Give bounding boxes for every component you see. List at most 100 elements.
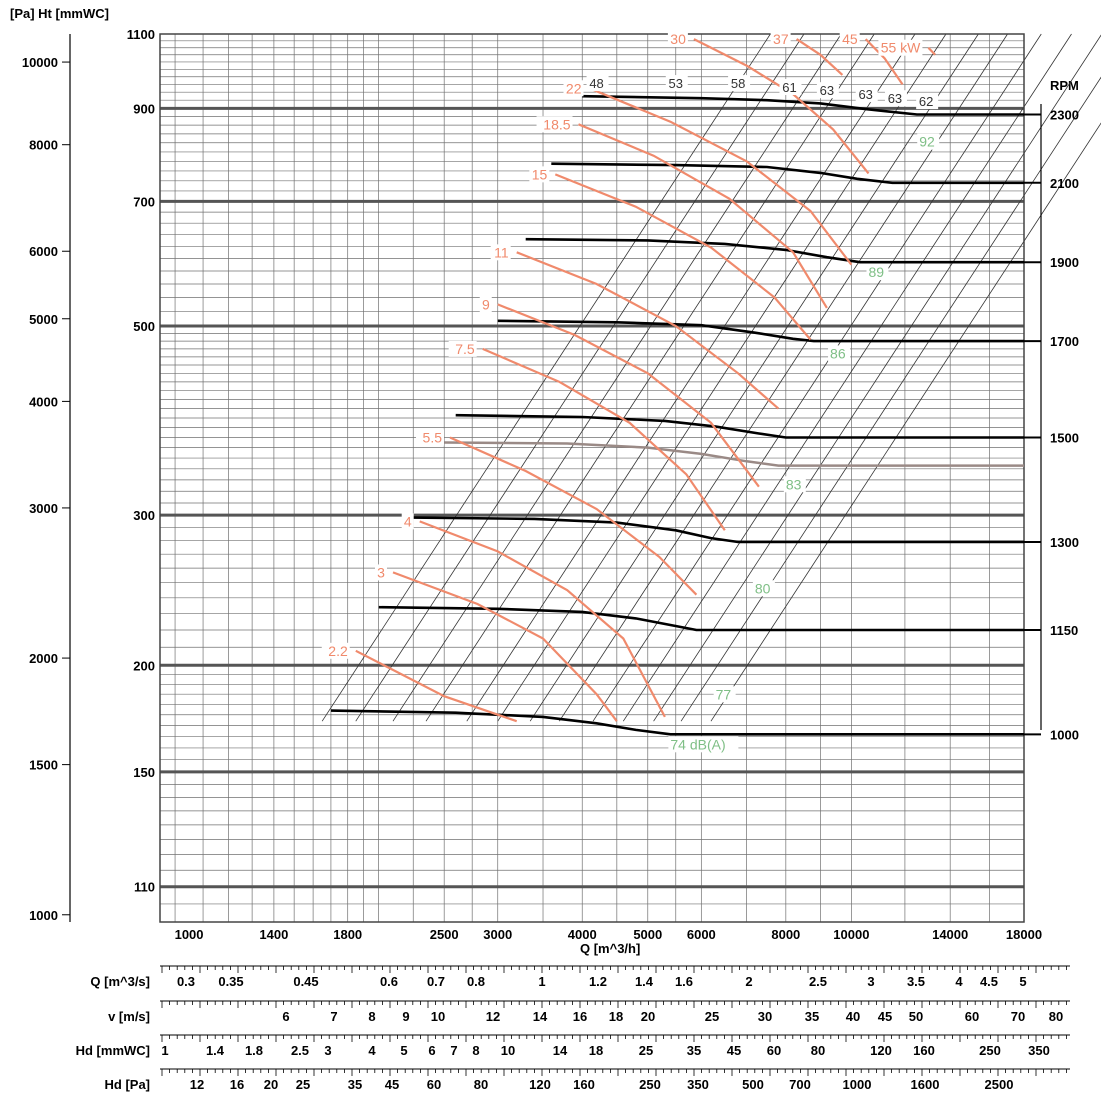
bottom-scale-tick-label: 30: [758, 1009, 772, 1024]
x-tick-labels: 1000 1400 1800 2500 3000 4000 5000 6000 8000 1000…: [175, 927, 1042, 942]
bottom-scale-tick-label: 0.35: [218, 974, 243, 989]
bottom-scale-tick-label: 120: [529, 1077, 551, 1092]
bottom-scale-tick-label: 350: [1028, 1043, 1050, 1058]
bottom-scale-tick-label: 250: [979, 1043, 1001, 1058]
bottom-scale-tick-label: 2500: [985, 1077, 1014, 1092]
bottom-scale-label: Q [m^3/s]: [90, 974, 150, 989]
noise-label-bg: [713, 686, 736, 703]
rpm-curve-2300: [582, 94, 1024, 116]
bottom-scale-tick-label: 1.4: [635, 974, 654, 989]
curve-labels: 74 dB(A) 77 80 83 86 89 92 48 53 58 61 63 63 63 62: [586, 75, 940, 753]
bottom-scale-tick-label: 120: [870, 1043, 892, 1058]
bottom-scale-tick-label: 14: [533, 1009, 548, 1024]
power-label: 3: [377, 564, 385, 580]
noise-label: 77: [716, 686, 732, 702]
efficiency-label-bg: [779, 78, 802, 95]
y-tick-label-mmwc: 110: [134, 880, 155, 895]
efficiency-label-bg: [816, 82, 839, 99]
power-label: 11: [494, 244, 509, 260]
power-label: 18.5: [543, 116, 570, 132]
y-axis-title: [Pa] Ht [mmWC]: [10, 6, 109, 21]
bottom-scale-tick-label: 14: [553, 1043, 568, 1058]
power-label-bg: [448, 340, 477, 357]
noise-label-bg: [866, 264, 889, 281]
power-label: 5.5: [423, 429, 443, 445]
noise-label: 80: [755, 580, 771, 596]
bottom-scale-tick-label: 5: [400, 1043, 407, 1058]
y-tick-label-pa: 2000: [29, 651, 58, 666]
rpm-label: 1900: [1050, 255, 1079, 270]
bottom-scale-tick-label: 35: [687, 1043, 701, 1058]
y-tick-labels-mmwc: 110 150 200 300 500 700 900 1100: [127, 27, 155, 895]
power-label-bg: [563, 80, 584, 97]
bottom-scale-tick-label: 18: [609, 1009, 623, 1024]
efficiency-label: 61: [782, 80, 796, 95]
system-line: [710, 122, 1101, 722]
bottom-scale-tick-label: 500: [742, 1077, 764, 1092]
system-line: [592, 33, 1042, 722]
system-line: [497, 33, 947, 722]
x-tick-label: 14000: [932, 927, 968, 942]
x-tick-label: 18000: [1006, 927, 1042, 942]
bottom-scale-tick-label: 0.3: [177, 974, 195, 989]
system-line: [392, 33, 842, 722]
y-tick-label-pa: 10000: [22, 55, 58, 70]
system-line: [355, 33, 805, 722]
power-label-bg: [667, 31, 688, 48]
rpm-axis-title: RPM: [1050, 78, 1079, 93]
plot-border: [159, 33, 1025, 923]
power-label: 4: [404, 513, 412, 529]
rpm-curve-1000: [330, 709, 1024, 736]
power-curve: [497, 303, 760, 488]
bottom-scale-tick-label: 1: [538, 974, 545, 989]
rpm-label: 2300: [1050, 108, 1079, 123]
efficiency-label: 63: [820, 83, 834, 98]
bottom-scale-tick-label: 60: [965, 1009, 979, 1024]
power-curve: [589, 87, 853, 266]
noise-label: 92: [919, 134, 935, 150]
bottom-scale-tick-label: 0.8: [467, 974, 485, 989]
noise-label: 89: [868, 264, 884, 280]
power-label-bg: [321, 642, 350, 659]
bottom-scale-tick-label: 80: [1049, 1009, 1063, 1024]
bottom-scale-tick-label: 2.5: [809, 974, 827, 989]
bottom-scale-tick-label: 3.5: [907, 974, 925, 989]
bottom-scale-tick-label: 20: [264, 1077, 278, 1092]
bottom-scale-tick-label: 3: [867, 974, 874, 989]
x-tick-label: 3000: [483, 927, 512, 942]
rpm-label: 1300: [1050, 535, 1079, 550]
bottom-scales: Q [m^3/s] 0.3 0.35 0.45 0.6 0.7 0.8 1 1.2 1.4 1.6 2…: [76, 965, 1070, 1092]
bottom-scale-tick-label: 80: [474, 1077, 488, 1092]
bottom-scale-tick-label: 250: [639, 1077, 661, 1092]
bottom-scale-tick-label: 12: [190, 1077, 204, 1092]
bottom-scale-tick-label: 7: [450, 1043, 457, 1058]
noise-label-bg: [752, 580, 775, 597]
bottom-scale-tick-label: 2.5: [291, 1043, 309, 1058]
power-curve: [355, 649, 518, 723]
bottom-scale-tick-label: 6: [428, 1043, 435, 1058]
power-label: 37: [773, 31, 789, 47]
bottom-scale-tick-label: 40: [846, 1009, 860, 1024]
bottom-scale-tick-label: 1.4: [206, 1043, 225, 1058]
x-tick-label: 8000: [771, 927, 800, 942]
system-line: [425, 33, 875, 722]
power-curve: [927, 46, 936, 56]
rpm-curve-1150: [378, 605, 1024, 632]
bottom-scale-tick-label: 60: [767, 1043, 781, 1058]
efficiency-label: 53: [669, 76, 683, 91]
bottom-scale-tick-label: 1600: [911, 1077, 940, 1092]
x-tick-label: 1000: [175, 927, 204, 942]
bottom-scale-tick-label: 35: [348, 1077, 362, 1092]
bottom-scale-tick-label: 20: [641, 1009, 655, 1024]
y-tick-label-pa: 4000: [29, 394, 58, 409]
bottom-scale-tick-label: 16: [573, 1009, 587, 1024]
efficiency-label-bg: [855, 86, 878, 103]
rpm-curves: 2300 2100 1900 1700 1500 1300 1150 1000: [330, 94, 1079, 742]
x-tick-label: 1800: [333, 927, 362, 942]
bottom-scale-label: v [m/s]: [108, 1009, 150, 1024]
x-tick-label: 10000: [833, 927, 869, 942]
efficiency-label: 48: [589, 76, 603, 91]
bottom-scale-tick-label: 160: [913, 1043, 935, 1058]
efficiency-label-bg: [586, 75, 609, 92]
